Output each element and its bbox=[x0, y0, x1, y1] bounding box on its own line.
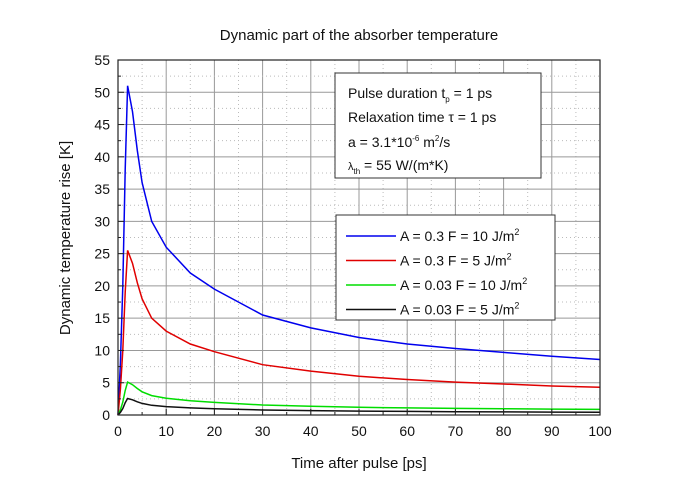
y-tick-label: 20 bbox=[94, 278, 110, 294]
x-tick-label: 30 bbox=[255, 423, 271, 439]
x-tick-label: 60 bbox=[399, 423, 415, 439]
param-relaxation-time: Relaxation time τ = 1 ps bbox=[348, 109, 496, 125]
series-line-2 bbox=[117, 381, 601, 416]
x-axis-label: Time after pulse [ps] bbox=[291, 455, 426, 472]
y-tick-label: 35 bbox=[94, 181, 110, 197]
legend: A = 0.3 F = 10 J/m2 A = 0.3 F = 5 J/m2 A =… bbox=[335, 214, 556, 321]
x-tick-label: 80 bbox=[496, 423, 512, 439]
x-tick-label: 20 bbox=[207, 423, 223, 439]
series-line-3 bbox=[117, 397, 601, 416]
chart-title: Dynamic part of the absorber temperature bbox=[220, 27, 498, 44]
x-tick-label: 70 bbox=[448, 423, 464, 439]
y-tick-label: 45 bbox=[94, 117, 110, 133]
ticks: 0 10 20 30 40 50 60 70 80 90 100 0 5 10 15 20 25 30 35 40 45… bbox=[94, 52, 611, 439]
x-tick-label: 50 bbox=[351, 423, 367, 439]
series-line-0 bbox=[117, 85, 601, 416]
y-tick-label: 55 bbox=[94, 52, 110, 68]
x-tick-label: 90 bbox=[544, 423, 560, 439]
legend-label: A = 0.03 F = 10 J/m2 bbox=[400, 276, 527, 293]
y-tick-label: 40 bbox=[94, 149, 110, 165]
x-tick-label: 40 bbox=[303, 423, 319, 439]
y-tick-label: 10 bbox=[94, 342, 110, 358]
param-diffusivity: a = 3.1*10-6 m2/s bbox=[348, 134, 450, 150]
y-tick-label: 0 bbox=[102, 407, 110, 423]
x-tick-label: 0 bbox=[114, 423, 122, 439]
series-line-1 bbox=[117, 250, 601, 416]
x-tick-label: 10 bbox=[158, 423, 174, 439]
y-tick-label: 50 bbox=[94, 84, 110, 100]
y-axis-label: Dynamic temperature rise [K] bbox=[57, 141, 74, 335]
param-pulse-duration: Pulse duration tp = 1 ps bbox=[348, 85, 492, 104]
x-tick-label: 100 bbox=[588, 423, 612, 439]
curves bbox=[117, 85, 601, 416]
y-tick-label: 25 bbox=[94, 246, 110, 262]
param-conductivity: λth = 55 W/(m*K) bbox=[348, 157, 448, 176]
legend-label: A = 0.03 F = 5 J/m2 bbox=[400, 301, 519, 318]
y-tick-label: 5 bbox=[102, 375, 110, 391]
legend-label: A = 0.3 F = 10 J/m2 bbox=[400, 227, 519, 244]
y-tick-label: 30 bbox=[94, 213, 110, 229]
legend-label: A = 0.3 F = 5 J/m2 bbox=[400, 252, 512, 269]
y-tick-label: 15 bbox=[94, 310, 110, 326]
parameter-box: Pulse duration tp = 1 ps Relaxation time… bbox=[334, 72, 542, 179]
